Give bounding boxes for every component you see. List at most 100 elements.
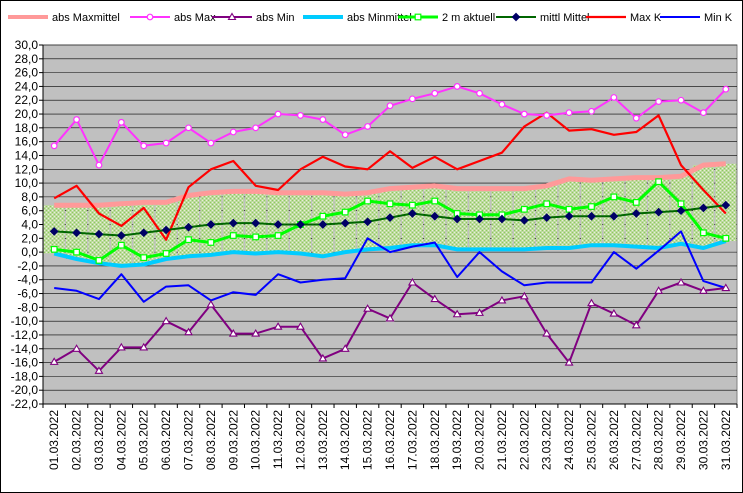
y-tick-label: 10,0 xyxy=(15,176,39,190)
y-tick-label: -18,0 xyxy=(11,369,39,383)
y-tick-label: 20,0 xyxy=(15,107,39,121)
y-tick-label: -20,0 xyxy=(11,383,39,397)
x-tick-label: 04.03.2022 xyxy=(114,410,128,470)
data-point xyxy=(206,220,216,229)
legend-label: abs Max xyxy=(174,12,216,24)
data-point xyxy=(610,94,618,101)
data-point xyxy=(72,228,81,238)
y-tick-label: -12,0 xyxy=(11,328,39,342)
x-tick-label: 05.03.2022 xyxy=(137,410,151,470)
data-point xyxy=(227,12,237,21)
data-point xyxy=(273,220,283,229)
x-tick-label: 22.03.2022 xyxy=(517,410,531,470)
data-point xyxy=(587,298,596,307)
data-point xyxy=(511,12,521,22)
data-point xyxy=(407,277,417,286)
x-tick-label: 23.03.2022 xyxy=(540,410,554,470)
x-tick-label: 13.03.2022 xyxy=(316,410,330,470)
legend-item: mittl Mittel xyxy=(496,12,590,24)
data-point xyxy=(542,213,552,222)
y-tick-label: 0,0 xyxy=(21,245,38,259)
data-point xyxy=(95,257,103,264)
data-point xyxy=(340,218,350,228)
x-tick-label: 21.03.2022 xyxy=(495,410,509,470)
data-point xyxy=(185,236,192,244)
data-point xyxy=(453,83,461,90)
data-point xyxy=(161,225,171,235)
data-point xyxy=(588,203,595,210)
data-point xyxy=(363,304,373,312)
x-tick-label: 17.03.2022 xyxy=(405,410,419,470)
data-point xyxy=(408,201,416,209)
data-point xyxy=(73,248,80,256)
data-point xyxy=(117,118,125,126)
data-point xyxy=(676,277,686,286)
legend-label: Min K xyxy=(704,12,733,24)
data-point xyxy=(297,112,304,119)
y-tick-label: -22,0 xyxy=(11,397,39,411)
data-point xyxy=(207,239,215,246)
data-point xyxy=(385,313,395,322)
data-point xyxy=(50,245,58,253)
data-point xyxy=(385,213,395,222)
data-point xyxy=(296,220,305,229)
legend-label: abs Minmittel xyxy=(347,12,412,24)
legend-label: Max K xyxy=(630,12,662,24)
x-tick-label: 16.03.2022 xyxy=(383,410,397,470)
data-point xyxy=(520,205,528,213)
data-point xyxy=(632,114,640,122)
data-point xyxy=(146,13,154,21)
x-tick-label: 29.03.2022 xyxy=(674,410,688,470)
data-point xyxy=(116,231,126,240)
data-point xyxy=(564,357,574,366)
data-point xyxy=(431,197,439,205)
legend-label: abs Maxmittel xyxy=(52,12,120,24)
data-point xyxy=(430,211,440,221)
x-tick-label: 20.03.2022 xyxy=(473,410,487,470)
data-point xyxy=(229,232,237,239)
legend-item: abs Maxmittel xyxy=(8,12,120,24)
series-line xyxy=(53,239,727,268)
data-point xyxy=(632,199,640,206)
series-abs-max xyxy=(50,83,730,169)
x-tick-label: 11.03.2022 xyxy=(271,410,285,469)
series-abs-min xyxy=(49,277,731,374)
data-point xyxy=(386,102,394,110)
legend-label: 2 m aktuell xyxy=(442,12,495,24)
y-tick-label: 12,0 xyxy=(15,162,39,176)
data-point xyxy=(140,142,148,150)
data-point xyxy=(520,110,528,118)
y-tick-label: 16,0 xyxy=(15,135,39,149)
legend-label: abs Min xyxy=(256,12,295,24)
x-tick-label: 03.03.2022 xyxy=(92,410,106,470)
y-tick-label: 18,0 xyxy=(15,121,39,135)
series-line xyxy=(53,111,727,241)
y-tick-label: 22,0 xyxy=(15,93,39,107)
data-point xyxy=(519,291,529,300)
data-point xyxy=(340,344,350,352)
data-point xyxy=(609,308,619,317)
data-point xyxy=(319,212,327,220)
y-tick-label: 6,0 xyxy=(21,204,38,218)
x-tick-label: 27.03.2022 xyxy=(629,410,643,470)
x-tick-label: 18.03.2022 xyxy=(428,410,442,470)
data-point xyxy=(498,100,506,108)
data-point xyxy=(431,89,439,97)
y-tick-label: 2,0 xyxy=(21,231,38,245)
data-point xyxy=(475,308,485,316)
series-mittl-mittel xyxy=(49,200,731,240)
data-point xyxy=(140,254,148,262)
x-tick-label: 09.03.2022 xyxy=(226,410,240,470)
data-point xyxy=(364,123,372,130)
y-tick-label: -10,0 xyxy=(11,314,39,328)
y-tick-label: -4,0 xyxy=(17,273,38,287)
x-tick-label: 15.03.2022 xyxy=(361,410,375,470)
data-point xyxy=(721,200,731,210)
data-point xyxy=(116,342,126,351)
data-point xyxy=(364,197,372,205)
data-point xyxy=(139,342,149,351)
x-tick-label: 01.03.2022 xyxy=(47,410,61,470)
data-point xyxy=(162,139,170,147)
legend-item: abs Min xyxy=(212,12,295,24)
